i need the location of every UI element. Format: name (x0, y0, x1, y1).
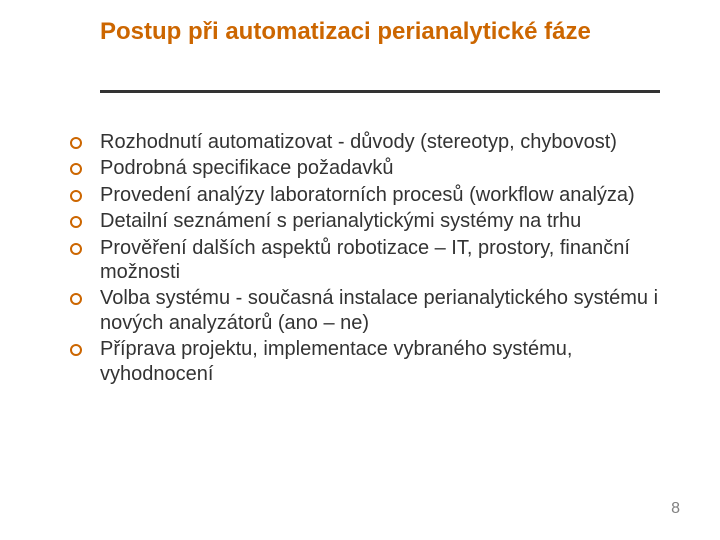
slide: Postup při automatizaci perianalytické f… (0, 0, 720, 540)
list-item-text: Provedení analýzy laboratorních procesů … (100, 183, 660, 207)
list-item-text: Volba systému - současná instalace peria… (100, 286, 660, 335)
list-item: Detailní seznámení s perianalytickými sy… (70, 209, 660, 233)
list-item: Provedení analýzy laboratorních procesů … (70, 183, 660, 207)
title-underline (100, 90, 660, 93)
bullet-icon (70, 216, 82, 228)
list-item-text: Podrobná specifikace požadavků (100, 156, 660, 180)
list-item: Příprava projektu, implementace vybranéh… (70, 337, 660, 386)
bullet-icon (70, 190, 82, 202)
bullet-icon (70, 344, 82, 356)
bullet-icon (70, 243, 82, 255)
list-item: Volba systému - současná instalace peria… (70, 286, 660, 335)
list-item-text: Prověření dalších aspektů robotizace – I… (100, 236, 660, 285)
list-item-text: Rozhodnutí automatizovat - důvody (stere… (100, 130, 660, 154)
slide-title: Postup při automatizaci perianalytické f… (100, 18, 591, 46)
list-item-text: Detailní seznámení s perianalytickými sy… (100, 209, 660, 233)
list-item: Prověření dalších aspektů robotizace – I… (70, 236, 660, 285)
bullet-icon (70, 293, 82, 305)
bullet-icon (70, 163, 82, 175)
bullet-list: Rozhodnutí automatizovat - důvody (stere… (70, 130, 660, 388)
list-item: Rozhodnutí automatizovat - důvody (stere… (70, 130, 660, 154)
page-number: 8 (671, 500, 680, 518)
list-item-text: Příprava projektu, implementace vybranéh… (100, 337, 660, 386)
bullet-icon (70, 137, 82, 149)
list-item: Podrobná specifikace požadavků (70, 156, 660, 180)
